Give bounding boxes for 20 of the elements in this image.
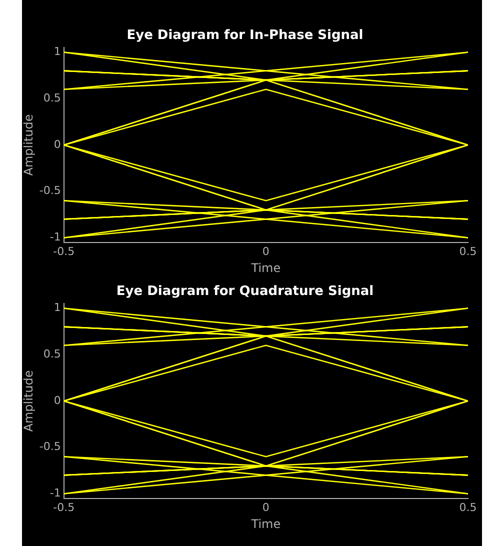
x-tick-label: 0	[262, 500, 270, 514]
x-tick-label: 0	[262, 244, 270, 258]
y-tick-label: 1	[54, 45, 61, 58]
y-tick-label: 1	[54, 301, 61, 314]
y-tick-label: -0.5	[39, 184, 61, 198]
y-tick-label: 0.5	[43, 91, 61, 104]
chart-title: Eye Diagram for In-Phase Signal	[126, 28, 364, 44]
x-tick-label: 0.5	[459, 500, 477, 514]
y-tick-label: 0.5	[43, 347, 61, 360]
y-tick-label: -1	[50, 486, 61, 500]
y-axis-title: Amplitude	[21, 370, 36, 432]
x-axis-title: Time	[250, 260, 281, 275]
x-tick-label: 0.5	[459, 244, 477, 258]
x-axis-title: Time	[250, 516, 281, 531]
y-tick-label: 0	[54, 138, 61, 151]
y-tick-label: 0	[54, 394, 61, 407]
y-axis-title: Amplitude	[21, 114, 36, 176]
chart-title: Eye Diagram for Quadrature Signal	[116, 284, 374, 300]
y-tick-label: -1	[50, 230, 61, 244]
y-tick-label: -0.5	[39, 440, 61, 454]
